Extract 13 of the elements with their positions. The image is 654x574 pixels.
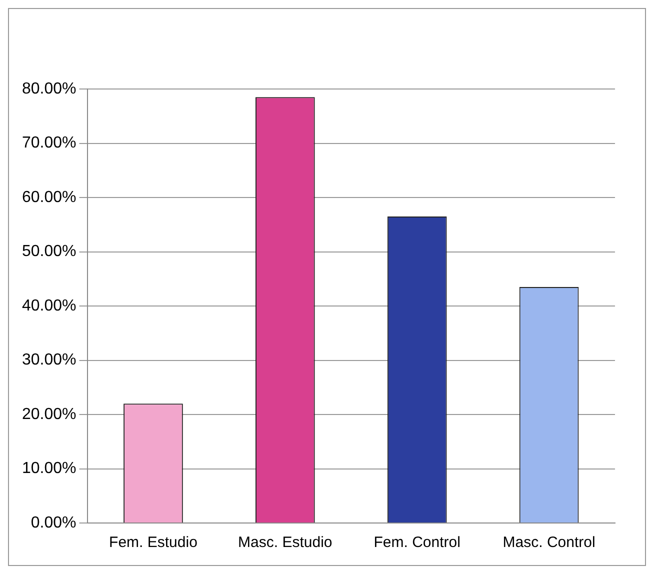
y-tick-label: 20.00% bbox=[22, 406, 76, 423]
y-tick-label: 80.00% bbox=[22, 80, 76, 98]
x-tick-label: Masc. Control bbox=[502, 534, 596, 552]
y-tick-label: 40.00% bbox=[22, 297, 76, 314]
x-tick-label: Fem. Estudio bbox=[109, 534, 198, 552]
y-tick-label: 70.00% bbox=[22, 134, 76, 152]
y-tick-label: 10.00% bbox=[22, 460, 76, 478]
x-tick-label: Fem. Control bbox=[374, 534, 460, 552]
y-tick-label: 60.00% bbox=[22, 188, 76, 206]
y-tick-label: 0.00% bbox=[30, 514, 76, 532]
x-tick-label: Masc. Estudio bbox=[238, 534, 332, 552]
y-tick-label: 50.00% bbox=[22, 243, 76, 260]
y-tick-label: 30.00% bbox=[22, 352, 76, 369]
